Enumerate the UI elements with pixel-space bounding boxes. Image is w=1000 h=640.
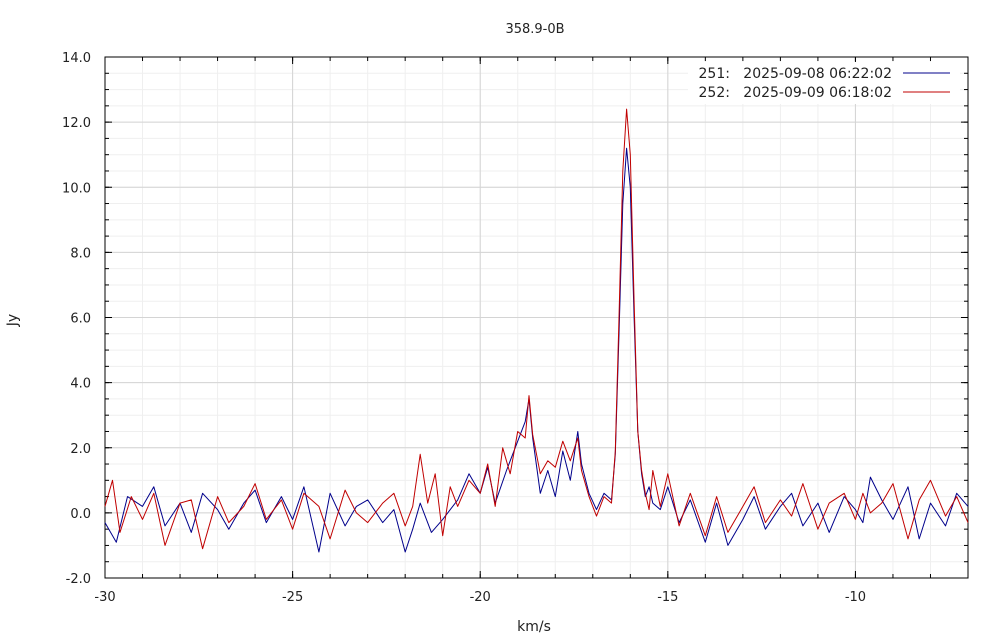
y-tick-label: -2.0 [66,572,91,587]
x-tick-label: -10 [845,590,866,605]
y-tick-label: 0.0 [70,507,91,522]
x-axis-label: km/s [517,619,551,635]
x-tick-label: -30 [94,590,115,605]
y-tick-label: 8.0 [70,246,91,261]
y-tick-label: 14.0 [62,51,91,66]
series-line-2 [104,108,969,550]
legend: 251: 2025-09-08 06:22:02 252: 2025-09-09 … [688,62,960,104]
y-tick-label: 6.0 [70,312,91,327]
legend-background [688,62,960,104]
major-grid [104,57,968,578]
y-tick-label: 10.0 [62,181,91,196]
y-tick-label: 2.0 [70,442,91,457]
axis-ticks: -30 -25 -20 -15 -10 -2.0 0.0 2.0 4.0 6.0 8.0 10.0 12… [62,51,969,605]
chart-title: 358.9-0B [505,22,564,37]
y-tick-label: 12.0 [62,116,91,131]
x-tick-label: -15 [657,590,678,605]
y-axis-label: Jy [5,314,21,327]
y-tick-label: 4.0 [70,377,91,392]
legend-label-1: 251: 2025-09-08 06:22:02 [699,66,892,82]
series-layer [104,108,969,553]
legend-label-2: 252: 2025-09-09 06:18:02 [699,85,892,101]
x-tick-label: -25 [282,590,303,605]
x-tick-label: -20 [470,590,491,605]
series-line-1 [104,147,969,553]
